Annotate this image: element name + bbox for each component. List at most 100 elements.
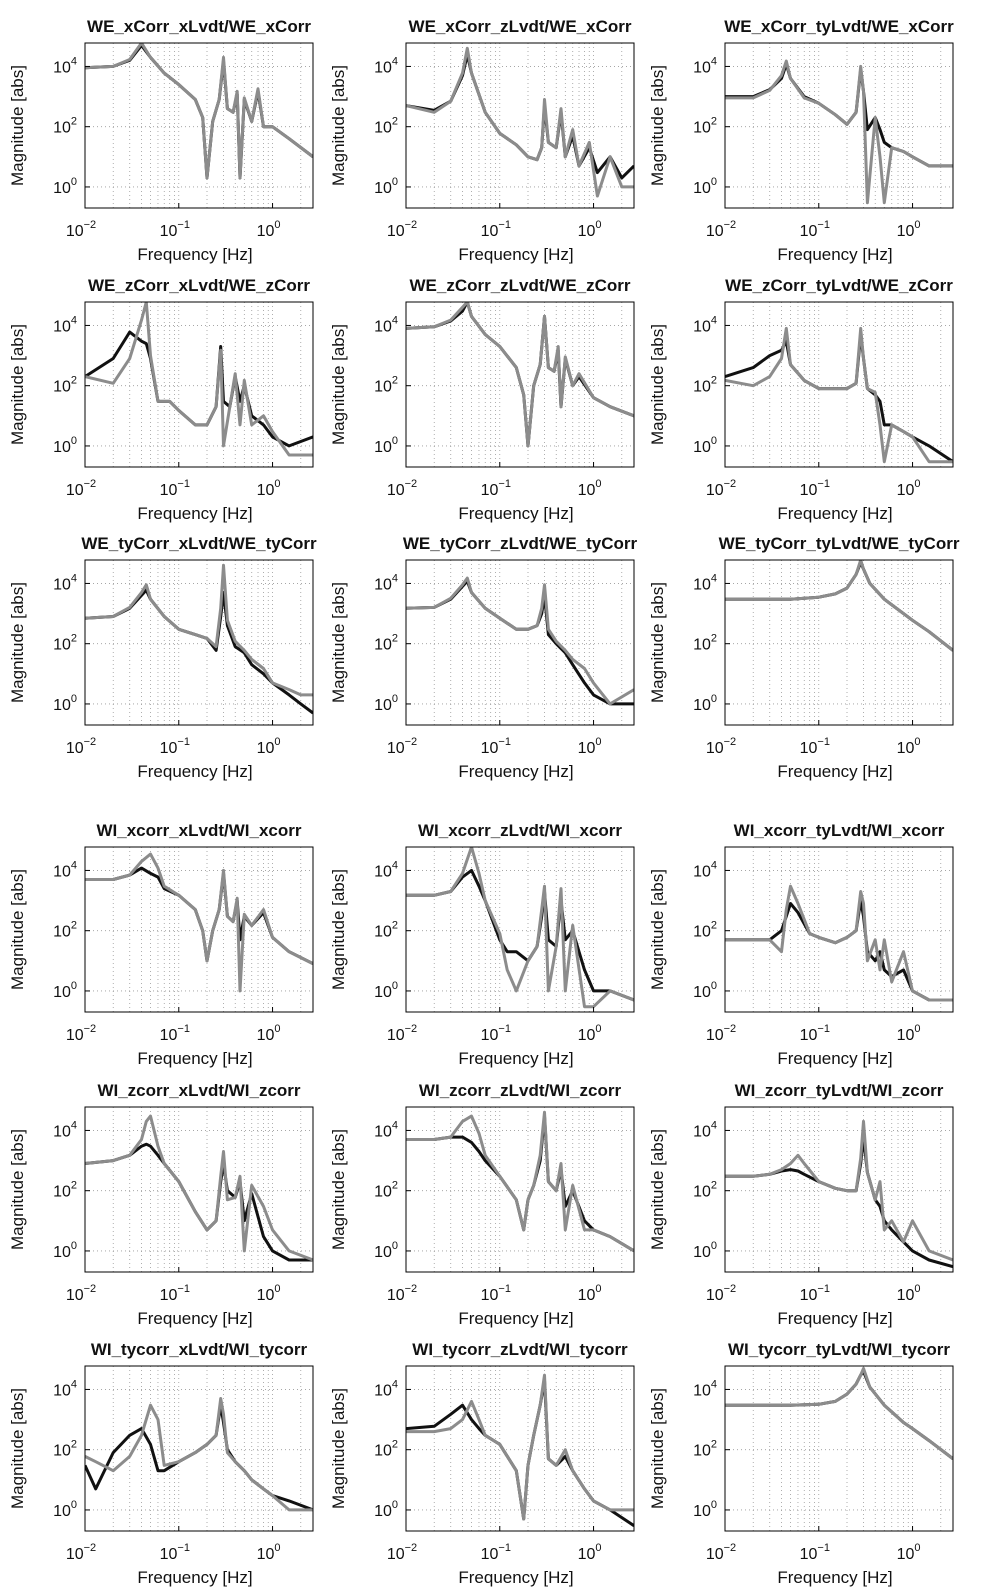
y-tick-label: 100 — [374, 693, 398, 714]
grid — [405, 847, 634, 1012]
x-tick-label: 10−2 — [706, 478, 736, 499]
subplot-3: WE_xCorr_tyLvdt/WE_xCorr 10−2 10−1 100 104 10… — [648, 17, 954, 264]
y-tick-label: 104 — [53, 859, 77, 880]
y-tick-label: 102 — [374, 375, 398, 396]
subplot-title: WI_xcorr_xLvdt/WI_xcorr — [96, 821, 301, 840]
axes-box — [84, 301, 314, 468]
series-model — [725, 326, 953, 464]
axes-box — [84, 1365, 314, 1532]
y-tick-label: 100 — [53, 176, 77, 197]
y-tick-label: 102 — [374, 116, 398, 137]
axes-box — [724, 1106, 954, 1273]
y-tick-label: 100 — [53, 980, 77, 1001]
x-tick-label: 10−2 — [706, 1023, 736, 1044]
series-measured — [725, 899, 953, 1002]
axes-box — [84, 42, 314, 209]
grid — [405, 1107, 634, 1272]
y-axis-label: Magnitude [abs] — [8, 582, 27, 703]
x-tick-label: 10−2 — [66, 736, 96, 757]
y-tick-label: 100 — [53, 1499, 77, 1520]
x-tick-label: 10−1 — [800, 736, 830, 757]
axes-box — [405, 846, 635, 1013]
x-tick-label: 10−2 — [706, 1542, 736, 1563]
x-tick-label: 10−2 — [706, 736, 736, 757]
y-tick-label: 100 — [53, 435, 77, 456]
y-tick-label: 102 — [693, 116, 717, 137]
subplot-4: WE_zCorr_xLvdt/WE_zCorr 10−2 10−1 100 104 102… — [8, 276, 314, 523]
x-tick-label: 10−2 — [387, 1542, 417, 1563]
x-axis-label: Frequency [Hz] — [777, 245, 892, 264]
y-tick-label: 102 — [53, 633, 77, 654]
series-model — [725, 1366, 953, 1460]
axes-box — [724, 559, 954, 726]
series-measured — [406, 53, 634, 180]
x-tick-label: 10−1 — [160, 219, 190, 240]
subplot-title: WE_tyCorr_zLvdt/WE_tyCorr — [403, 534, 638, 553]
x-tick-label: 10−2 — [66, 478, 96, 499]
grid — [724, 1366, 953, 1531]
subplot-title: WI_tycorr_zLvdt/WI_tycorr — [412, 1340, 628, 1359]
x-tick-label: 10−2 — [387, 736, 417, 757]
y-axis-label: Magnitude [abs] — [8, 65, 27, 186]
subplot-title: WI_xcorr_tyLvdt/WI_xcorr — [734, 821, 945, 840]
y-tick-label: 100 — [693, 693, 717, 714]
x-tick-label: 100 — [897, 1283, 921, 1304]
x-tick-label: 100 — [257, 478, 281, 499]
grid — [405, 43, 634, 208]
series-model — [406, 847, 634, 1009]
subplot-title: WI_zcorr_tyLvdt/WI_zcorr — [735, 1081, 944, 1100]
axes-box — [724, 42, 954, 209]
y-tick-label: 104 — [53, 572, 77, 593]
x-tick-label: 10−1 — [160, 1542, 190, 1563]
y-tick-label: 104 — [53, 55, 77, 76]
y-tick-label: 102 — [374, 1439, 398, 1460]
x-tick-label: 10−1 — [800, 1283, 830, 1304]
subplot-title: WE_tyCorr_tyLvdt/WE_tyCorr — [719, 534, 960, 553]
series-model — [85, 563, 313, 697]
x-tick-label: 100 — [897, 736, 921, 757]
y-tick-label: 104 — [374, 572, 398, 593]
subplot-title: WI_zcorr_xLvdt/WI_zcorr — [97, 1081, 300, 1100]
y-axis-label: Magnitude [abs] — [8, 1129, 27, 1250]
x-tick-label: 10−2 — [387, 478, 417, 499]
x-axis-label: Frequency [Hz] — [777, 1049, 892, 1068]
y-tick-label: 102 — [53, 920, 77, 941]
y-tick-label: 102 — [693, 1439, 717, 1460]
series-model — [725, 1119, 953, 1262]
y-axis-label: Magnitude [abs] — [329, 65, 348, 186]
axes-box — [724, 1365, 954, 1532]
x-axis-label: Frequency [Hz] — [777, 1568, 892, 1587]
subplot-title: WI_zcorr_zLvdt/WI_zcorr — [419, 1081, 622, 1100]
x-tick-label: 10−2 — [387, 1283, 417, 1304]
y-tick-label: 102 — [374, 1180, 398, 1201]
x-tick-label: 10−1 — [160, 1283, 190, 1304]
y-tick-label: 100 — [374, 176, 398, 197]
y-tick-label: 100 — [693, 1240, 717, 1261]
y-tick-label: 104 — [693, 859, 717, 880]
x-axis-label: Frequency [Hz] — [137, 762, 252, 781]
series-model — [85, 852, 313, 993]
grid — [405, 560, 634, 725]
y-axis-label: Magnitude [abs] — [648, 582, 667, 703]
subplot-title: WI_tycorr_tyLvdt/WI_tycorr — [728, 1340, 950, 1359]
subplot-13: WI_zcorr_xLvdt/WI_zcorr 10−2 10−1 100 104 102… — [8, 1081, 314, 1328]
x-tick-label: 10−1 — [800, 1023, 830, 1044]
y-tick-label: 104 — [693, 1378, 717, 1399]
subplot-11: WI_xcorr_zLvdt/WI_xcorr 10−2 10−1 100 104 102… — [329, 821, 635, 1068]
x-axis-label: Frequency [Hz] — [458, 504, 573, 523]
x-axis-label: Frequency [Hz] — [777, 1309, 892, 1328]
x-axis-label: Frequency [Hz] — [137, 1309, 252, 1328]
subplot-title: WE_xCorr_zLvdt/WE_xCorr — [409, 17, 632, 36]
series-model — [85, 1397, 313, 1512]
grid — [84, 560, 313, 725]
subplot-title: WI_tycorr_xLvdt/WI_tycorr — [91, 1340, 308, 1359]
subplot-2: WE_xCorr_zLvdt/WE_xCorr 10−2 10−1 100 104 102… — [329, 17, 635, 264]
series-measured — [406, 1114, 634, 1253]
series-measured — [725, 560, 953, 652]
grid — [724, 302, 953, 467]
y-tick-label: 104 — [693, 572, 717, 593]
subplot-14: WI_zcorr_zLvdt/WI_zcorr 10−2 10−1 100 104 102… — [329, 1081, 635, 1328]
x-tick-label: 100 — [897, 478, 921, 499]
x-tick-label: 10−1 — [481, 219, 511, 240]
